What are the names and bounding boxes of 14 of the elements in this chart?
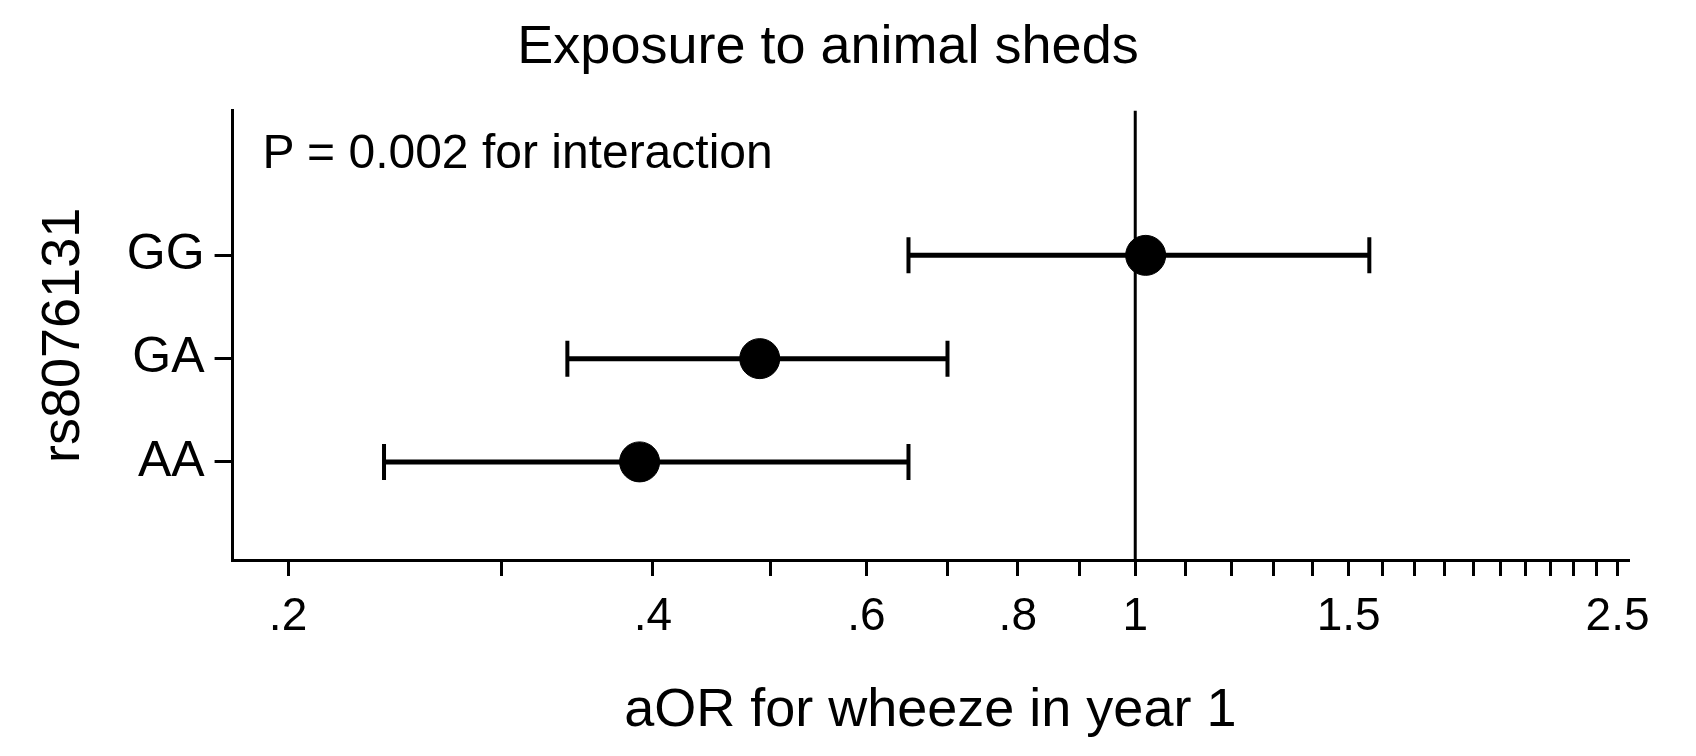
x-tick-label: 1 [1122,588,1149,641]
y-tick-label: AA [137,430,206,487]
x-tick-label: .8 [998,588,1037,641]
y-tick-label: GA [132,327,206,384]
x-tick-label: .6 [847,588,886,641]
chart-title: Exposure to animal sheds [517,14,1139,75]
x-tick-label: .2 [268,588,308,641]
x-axis-title: aOR for wheeze in year 1 [624,677,1237,738]
x-tick-label: .4 [633,588,673,641]
x-tick-label: 2.5 [1585,588,1650,641]
x-tick-label: 1.5 [1316,588,1381,641]
y-tick-label: GG [126,224,205,281]
annotation: P = 0.002 for interaction [262,125,773,179]
y-axis-title: rs8076131 [30,207,91,464]
